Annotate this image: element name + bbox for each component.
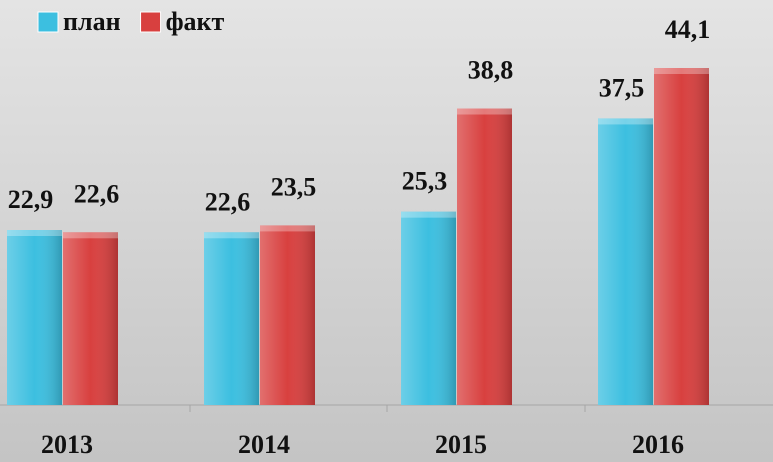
bar-shade [598,118,653,406]
bar-shade [204,232,259,405]
value-label: 22,6 [74,179,120,208]
bar-bevel [63,232,118,239]
bar-bevel [7,230,62,237]
x-tick-label: 2015 [435,430,487,459]
bar-bevel [598,118,653,125]
value-label: 37,5 [599,73,645,102]
bar-shade [63,232,118,405]
bar-shade [457,108,512,406]
legend-label: факт [166,7,225,36]
value-label: 23,5 [271,172,317,201]
legend-label: план [63,7,121,36]
value-label: 25,3 [402,167,448,196]
value-label: 22,6 [205,187,251,216]
bar-bevel [654,68,709,74]
value-label: 44,1 [665,15,711,44]
legend-swatch [140,11,162,33]
bar-shade [260,225,315,405]
x-tick-label: 2014 [238,430,290,459]
bar-shade [401,211,456,405]
legend-swatch [37,11,59,33]
value-label: 38,8 [468,55,514,84]
value-label: 22,9 [8,185,54,214]
x-tick-label: 2016 [632,430,684,459]
bar-bevel [204,232,259,239]
bar-shade [7,230,62,405]
bar-bevel [457,108,512,115]
bar-bevel [401,211,456,218]
bar-bevel [260,225,315,232]
x-tick-label: 2013 [41,430,93,459]
bar-shade [654,68,709,405]
